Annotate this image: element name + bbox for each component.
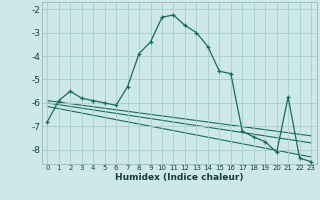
- X-axis label: Humidex (Indice chaleur): Humidex (Indice chaleur): [115, 173, 244, 182]
